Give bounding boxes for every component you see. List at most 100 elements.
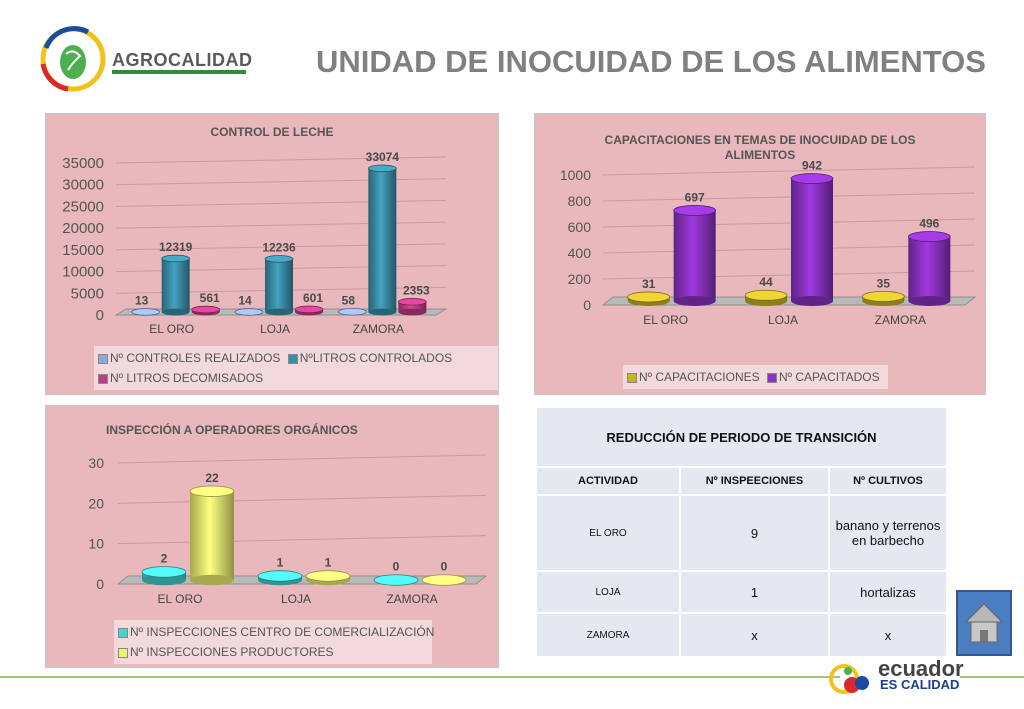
- legend-label: Nº CAPACITACIONES: [639, 370, 760, 384]
- bar-top: [191, 305, 221, 314]
- y-tick-label: 1000: [560, 167, 591, 183]
- bar: [161, 258, 190, 312]
- table-row: EL ORO 9 banano y terrenos en barbecho: [535, 494, 948, 572]
- chart-capacitaciones: CAPACITACIONES EN TEMAS DE INOCUIDAD DE …: [534, 113, 986, 395]
- x-tick-label: ZAMORA: [353, 322, 404, 336]
- y-tick-label: 10000: [62, 264, 104, 281]
- bar-base: [161, 308, 190, 316]
- gridline: [117, 535, 487, 545]
- data-label: 0: [393, 560, 400, 574]
- table-header-inspecciones: Nº INSPEECIONES: [679, 466, 830, 496]
- data-label: 12236: [262, 241, 296, 255]
- bar: [368, 168, 397, 312]
- legend-label: Nº CONTROLES REALIZADOS: [110, 351, 281, 365]
- transition-table: REDUCCIÓN DE PERIODO DE TRANSICIÓN ACTIV…: [535, 406, 948, 658]
- bar: [265, 258, 293, 312]
- legend-label: Nº INSPECCIONES CENTRO DE COMERCIALIZACI…: [130, 625, 435, 639]
- chart-control-leche-svg: CONTROL DE LECHE 0 5000 10000 15000 20000 2500…: [62, 125, 448, 336]
- data-label: 2: [161, 552, 168, 566]
- ecuador-calidad-logo: [829, 664, 869, 694]
- legend-item: Nº CAPACITACIONES: [627, 367, 760, 387]
- y-tick-label: 600: [568, 219, 592, 235]
- gridline: [117, 454, 487, 464]
- bar-top: [305, 570, 351, 582]
- chart-inspeccion-organicos-svg: INSPECCIÓN A OPERADORES ORGÁNICOS0102030…: [88, 422, 488, 606]
- y-tick-label: 0: [96, 576, 104, 592]
- table-cell: x: [679, 612, 830, 658]
- bar-top: [627, 291, 671, 303]
- y-tick-label: 800: [568, 193, 592, 209]
- bar: [791, 178, 833, 301]
- bar-top: [131, 308, 161, 316]
- y-tick-label: 20000: [62, 220, 104, 237]
- data-label: 33074: [366, 150, 400, 164]
- legend: Nº INSPECCIONES CENTRO DE COMERCIALIZACI…: [114, 620, 434, 664]
- bar-top: [257, 570, 303, 582]
- bar-top: [234, 308, 264, 316]
- bar-base: [142, 574, 186, 586]
- bar-top: [397, 298, 427, 306]
- gridline: [115, 221, 447, 229]
- table-cell: ZAMORA: [535, 612, 681, 658]
- y-tick-label: 0: [96, 307, 104, 324]
- legend-item: Nº INSPECCIONES CENTRO DE COMERCIALIZACI…: [118, 622, 434, 642]
- x-tick-label: ZAMORA: [875, 313, 926, 327]
- data-label: 1: [325, 556, 332, 570]
- bar-base: [673, 295, 716, 307]
- chart-inspeccion-organicos: INSPECCIÓN A OPERADORES ORGÁNICOS 0 10 20 30…: [45, 405, 499, 668]
- bar-top: [337, 307, 367, 316]
- bar-top: [907, 231, 951, 242]
- table-cell: EL ORO: [535, 494, 681, 572]
- data-label: 1: [277, 556, 284, 570]
- bar-base: [791, 295, 833, 307]
- chart-capacitaciones-svg: CAPACITACIONES EN TEMAS DE INOCUIDAD DE …: [560, 133, 977, 327]
- bar: [908, 236, 951, 301]
- footer-brand-line1: ecuador: [878, 656, 964, 681]
- data-label: 58: [342, 293, 356, 307]
- table-title: REDUCCIÓN DE PERIODO DE TRANSICIÓN: [535, 406, 948, 468]
- chart-title-line: CAPACITACIONES EN TEMAS DE INOCUIDAD DE …: [605, 133, 916, 147]
- table-header-actividad: ACTIVIDAD: [535, 466, 681, 496]
- gridline: [115, 178, 447, 186]
- bar-base: [368, 308, 397, 316]
- home-button[interactable]: [956, 590, 1012, 656]
- table-cell: LOJA: [535, 570, 681, 614]
- data-label: 496: [919, 216, 939, 230]
- legend-label: Nº LITROS DECOMISADOS: [110, 371, 264, 385]
- bar-top: [141, 566, 187, 578]
- y-tick-label: 25000: [62, 198, 104, 215]
- gridline: [602, 218, 976, 228]
- y-tick-label: 5000: [71, 285, 104, 302]
- data-label: 14: [238, 294, 252, 308]
- footer-brand-line2: ES CALIDAD: [880, 677, 960, 692]
- x-tick-label: LOJA: [260, 322, 290, 336]
- legend-item: NºLITROS CONTROLADOS: [287, 348, 453, 368]
- data-label: 44: [759, 275, 773, 289]
- bar-top: [673, 204, 717, 216]
- footer-divider: [0, 676, 840, 678]
- table-row: LOJA 1 hortalizas: [535, 570, 948, 614]
- bar-base: [908, 295, 951, 307]
- home-icon: [964, 603, 1004, 643]
- table-header-cultivos: Nº CULTIVOS: [828, 466, 948, 496]
- bar-top: [373, 574, 419, 586]
- table-cell: 1: [679, 570, 830, 614]
- bar-base: [265, 308, 293, 316]
- y-tick-label: 0: [583, 297, 591, 313]
- table-cell: banano y terrenos en barbecho: [828, 494, 948, 572]
- gridline: [602, 166, 976, 176]
- table-row: ZAMORA x x: [535, 612, 948, 658]
- bar-top: [861, 291, 905, 302]
- data-label: 601: [303, 291, 323, 305]
- x-tick-label: EL ORO: [158, 592, 203, 606]
- x-tick-label: EL ORO: [149, 322, 194, 336]
- legend-item: Nº INSPECCIONES PRODUCTORES: [118, 642, 424, 662]
- legend-label: Nº CAPACITADOS: [778, 370, 880, 384]
- page-title: UNIDAD DE INOCUIDAD DE LOS ALIMENTOS: [316, 44, 986, 79]
- bar-top: [367, 164, 397, 173]
- y-tick-label: 30000: [62, 177, 104, 194]
- y-tick-label: 400: [568, 245, 592, 261]
- x-tick-label: ZAMORA: [386, 592, 437, 606]
- y-tick-label: 35000: [62, 155, 104, 172]
- legend-label: NºLITROS CONTROLADOS: [299, 351, 453, 365]
